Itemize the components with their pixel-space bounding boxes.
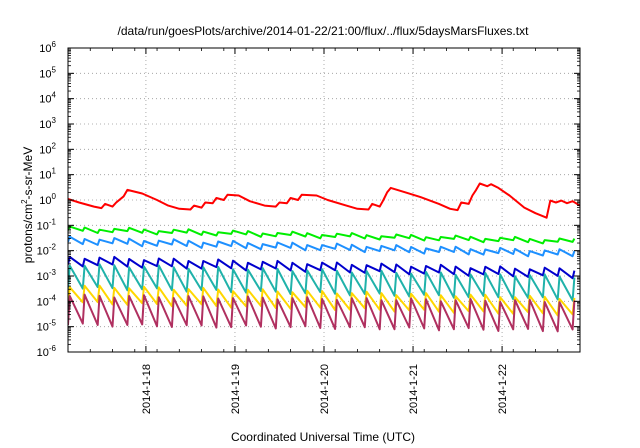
y-tick-exp: 6 — [52, 40, 57, 49]
y-tick-base: 10 — [39, 43, 51, 55]
y-tick-base: 10 — [39, 144, 51, 156]
y-tick-exp: -4 — [49, 293, 57, 302]
y-tick-exp: 2 — [52, 141, 57, 150]
y-tick-base: 10 — [39, 68, 51, 80]
y-tick-label: 102 — [39, 141, 56, 156]
y-tick-base: 10 — [37, 246, 49, 258]
series-line-1 — [68, 182, 580, 219]
y-tick-exp: -2 — [49, 243, 57, 252]
y-tick-label: 10-4 — [37, 293, 57, 308]
y-axis-label-base: protons/cm — [21, 204, 35, 263]
series-line-3 — [68, 235, 576, 258]
x-tick-label: 2014-1-21 — [408, 364, 420, 414]
y-tick-exp: -3 — [49, 268, 57, 277]
y-tick-label: 10-2 — [37, 243, 57, 258]
y-tick-label: 10-1 — [37, 217, 57, 232]
x-tick-label: 2014-1-19 — [230, 364, 242, 414]
y-tick-label: 100 — [39, 192, 56, 207]
y-tick-label: 103 — [39, 116, 56, 131]
y-tick-label: 10-3 — [37, 268, 57, 283]
y-tick-base: 10 — [37, 347, 49, 359]
chart-title: /data/run/goesPlots/archive/2014-01-22/2… — [118, 24, 530, 38]
y-tick-exp: -6 — [49, 344, 57, 353]
y-tick-exp: -5 — [49, 319, 57, 328]
y-tick-exp: 0 — [52, 192, 57, 201]
y-tick-label: 10-5 — [37, 319, 57, 334]
series-line-2 — [68, 225, 576, 245]
x-axis-label: Coordinated Universal Time (UTC) — [231, 430, 415, 444]
y-tick-label: 106 — [39, 40, 56, 55]
y-tick-label: 10-6 — [37, 344, 57, 359]
y-tick-base: 10 — [37, 322, 49, 334]
y-tick-base: 10 — [39, 195, 51, 207]
y-tick-exp: 1 — [52, 167, 57, 176]
y-axis-label: protons/cm2-s-sr-MeV — [20, 147, 35, 263]
series-line-5 — [68, 263, 576, 302]
y-tick-base: 10 — [39, 94, 51, 106]
x-tick-label: 2014-1-18 — [141, 364, 153, 414]
y-tick-base: 10 — [39, 170, 51, 182]
series-group — [68, 182, 580, 333]
series-line-7 — [68, 293, 576, 333]
plot-frame — [67, 47, 581, 353]
x-tick-label: 2014-1-22 — [497, 364, 509, 414]
y-axis-label-sup: 2 — [20, 199, 29, 204]
y-tick-base: 10 — [37, 220, 49, 232]
y-tick-exp: 3 — [52, 116, 57, 125]
y-axis-label-rest: -s-sr-MeV — [21, 147, 35, 200]
y-tick-base: 10 — [37, 296, 49, 308]
y-tick-label: 101 — [39, 167, 56, 182]
series-line-4 — [68, 255, 576, 280]
x-tick-label: 2014-1-20 — [319, 364, 331, 414]
y-tick-label: 104 — [39, 91, 56, 106]
y-tick-label: 105 — [39, 65, 56, 80]
y-tick-exp: -1 — [49, 217, 57, 226]
y-ticks: 10610510410310210110010-110-210-310-410-… — [37, 40, 580, 359]
x-ticks: 2014-1-18 2014-1-19 2014-1-20 2014-1-21 2014… — [67, 48, 581, 414]
y-tick-base: 10 — [39, 119, 51, 131]
y-tick-exp: 5 — [52, 65, 57, 74]
y-tick-exp: 4 — [52, 91, 57, 100]
y-tick-base: 10 — [37, 271, 49, 283]
